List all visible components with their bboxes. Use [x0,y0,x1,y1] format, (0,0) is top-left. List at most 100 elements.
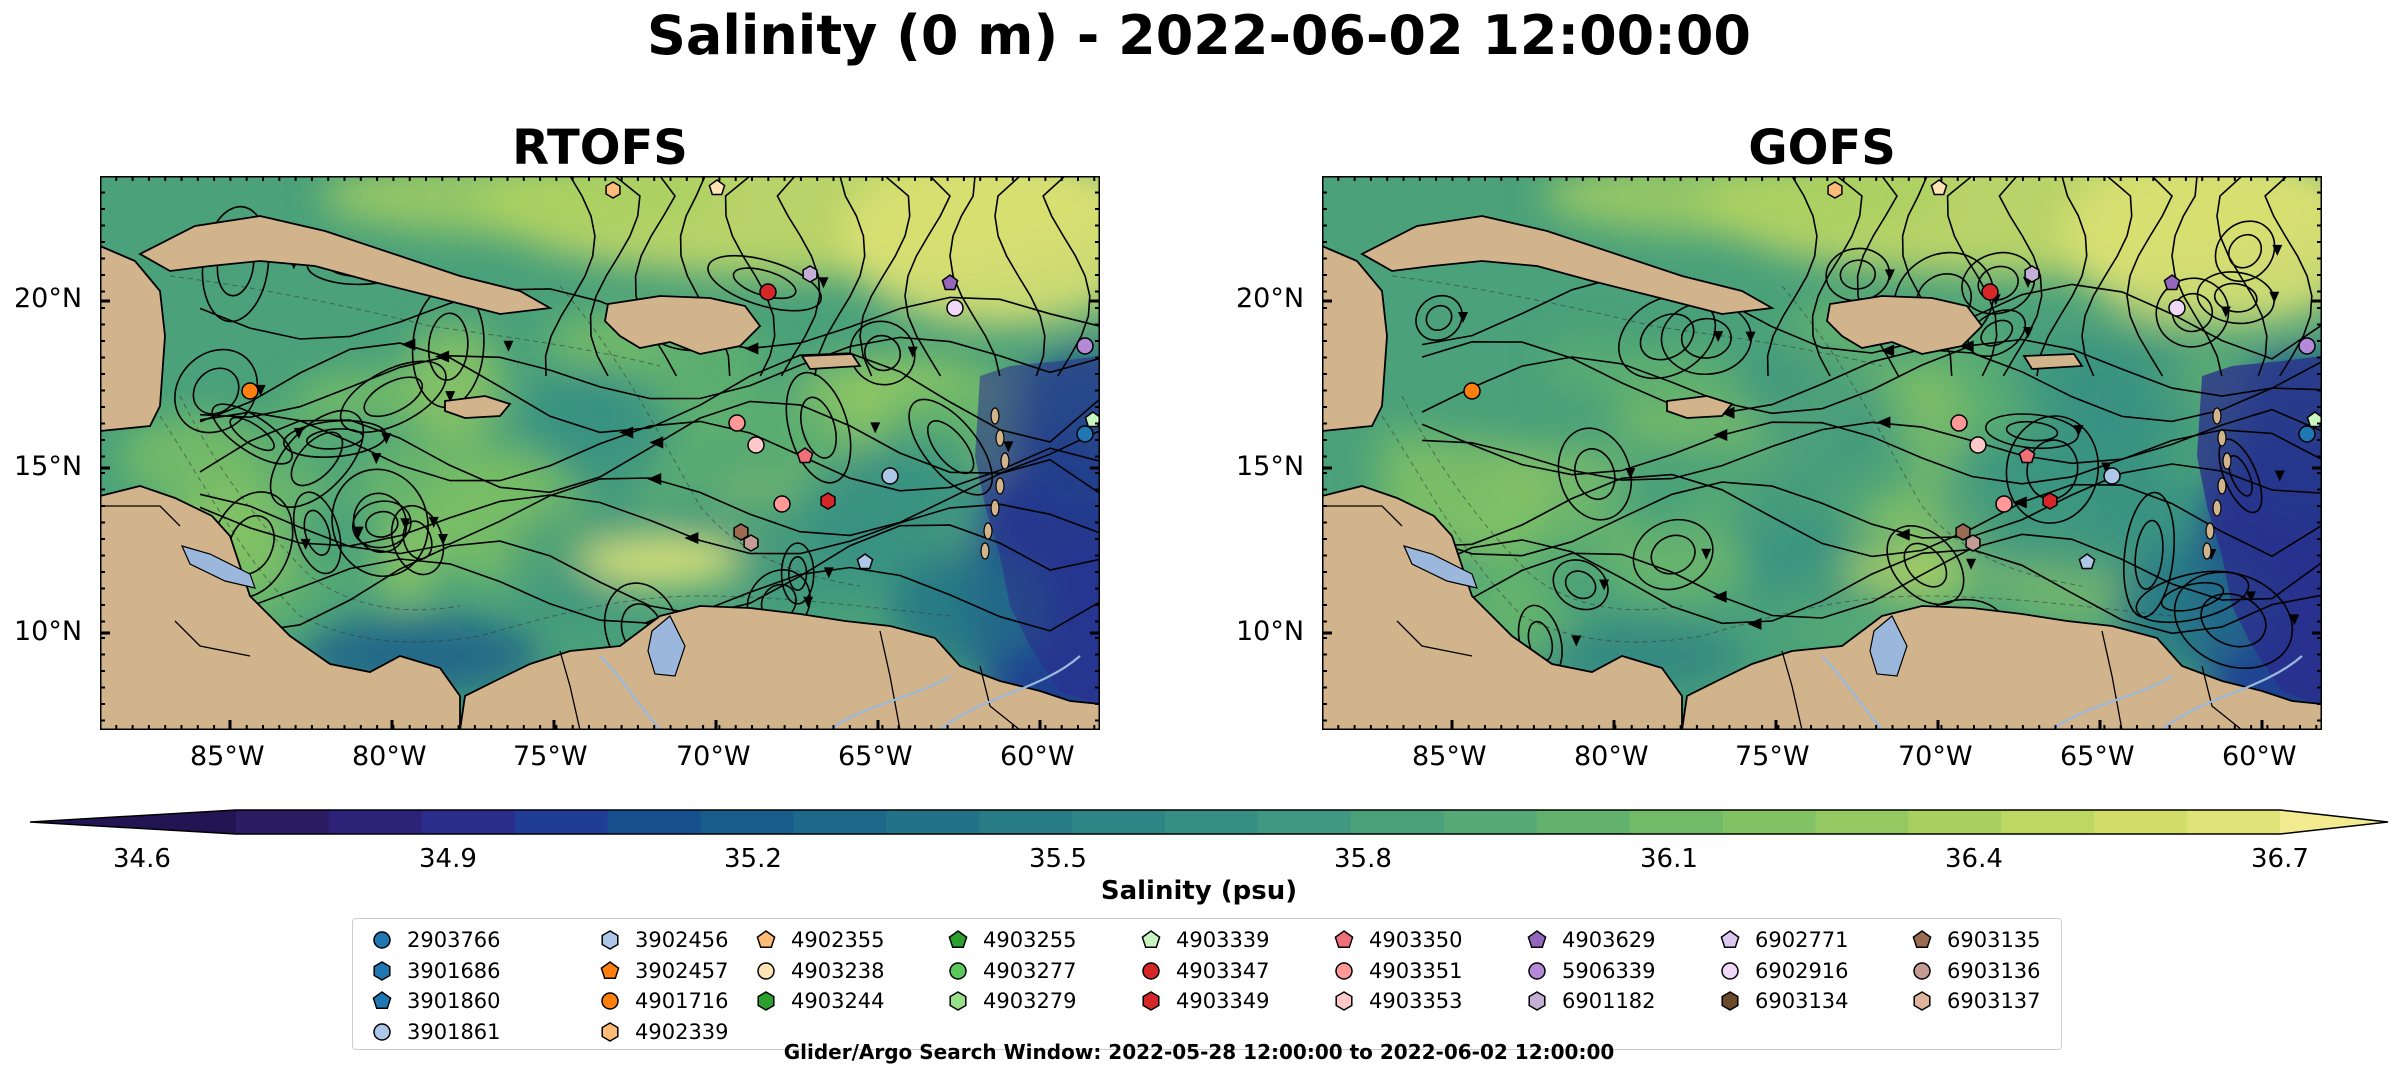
legend-item: 3902457 [599,956,729,987]
hexagon-marker-icon [601,1021,619,1042]
float-marker [2042,492,2058,510]
hexagon-marker-icon [757,991,775,1012]
float-marker [856,553,874,570]
colorbar-segment [1072,810,1166,834]
colorbar-segment [1629,810,1724,834]
panel-title-gofs: GOFS [1748,120,1896,176]
legend-item: 4903351 [1333,956,1463,987]
legend-column: 4902355 4903238 4903244 [755,925,885,1017]
lesser-antilles [980,407,1010,560]
country-borders [1322,505,2243,730]
pentagon-marker-icon [948,930,968,949]
hexagon-marker-icon [601,930,619,951]
hexagon-marker-icon [1721,991,1739,1012]
pentagon-marker-icon [1527,930,1547,949]
float-marker [2024,265,2040,283]
legend-item-label: 4903238 [791,958,885,983]
legend-item-label: 4903349 [1176,989,1270,1014]
pentagon-marker-icon [372,991,392,1010]
country-borders [100,505,1021,730]
float-marker [708,179,726,196]
depth-contours [159,275,951,643]
lesser-antilles [2202,407,2232,560]
float-marker [1463,382,1481,400]
float-marker [743,534,759,552]
legend-item: 4903279 [947,986,1077,1017]
land-yucatan [1322,245,1388,432]
search-window-caption: Glider/Argo Search Window: 2022-05-28 12… [783,1040,1615,1064]
float-marker [802,265,818,283]
colorbar-segment [700,810,795,834]
float-marker [1076,337,1094,355]
colorbar-segment [1815,810,1909,834]
legend-item-label: 4903255 [983,928,1077,953]
colorbar-segment [514,810,609,834]
land-cuba [138,215,553,315]
lat-tick-label: 20°N [14,283,83,314]
frame-ticks [1322,176,2322,730]
legend-item: 6901182 [1526,986,1656,1017]
lon-tick-label: 70°W [1898,741,1973,772]
circle-marker-icon [601,992,619,1010]
legend-item-label: 2903766 [407,928,501,953]
colorbar-tick-label: 35.8 [1334,844,1392,874]
lake [1402,545,1478,589]
legend-item-label: 4903347 [1176,958,1270,983]
circle-marker-icon [1528,962,1546,980]
legend-item: 6903135 [1911,925,2041,956]
float-marker [1930,179,1948,196]
legend-item-label: 4903277 [983,958,1077,983]
lon-tick-label: 65°W [838,741,913,772]
legend-item: 3901686 [371,956,501,987]
float-marker [1950,414,1968,432]
hexagon-marker-icon [949,991,967,1012]
depth-contours [1381,275,2173,643]
pentagon-marker-icon [1720,930,1740,949]
hexagon-marker-icon [1335,991,1353,1012]
colorbar-under-extension [30,810,236,834]
legend-item: 3901860 [371,986,501,1017]
legend-column: 3902456 3902457 4901716 4902339 [599,925,729,1047]
legend-column: 6903135 6903136 6903137 [1911,925,2041,1017]
land-central [1322,485,1683,730]
land-hispaniola [604,295,762,355]
colorbar-segment [1722,810,1817,834]
legend-item-label: 3902456 [635,928,729,953]
land-jamaica [444,395,512,419]
lake [647,615,686,677]
float-marker [820,492,836,510]
legend-column: 4903629 5906339 6901182 [1526,925,1656,1017]
legend-column: 6902771 6902916 6903134 [1719,925,1849,1017]
legend-item-label: 4903353 [1369,989,1463,1014]
legend-item-label: 4902339 [635,1019,729,1044]
legend-item: 5906339 [1526,956,1656,987]
legend-item: 4903347 [1140,956,1270,987]
legend-item-label: 3901860 [407,989,501,1014]
circle-marker-icon [1335,962,1353,980]
legend-item: 6902916 [1719,956,1849,987]
float-marker [796,447,814,464]
float-markers [1463,179,2322,570]
colorbar-tick-label: 36.1 [1640,844,1698,874]
colorbar-segment [236,810,330,834]
float-marker [2168,299,2186,317]
legend-item: 6903137 [1911,986,2041,1017]
legend-item: 4902339 [599,1017,729,1048]
land-jamaica [1666,395,1734,419]
float-markers [241,179,1100,570]
land-cuba [1360,215,1775,315]
circle-marker-icon [373,1023,391,1041]
circle-marker-icon [1913,962,1931,980]
colorbar-tick-label: 34.9 [419,844,477,874]
colorbar-segment [2094,810,2188,834]
lat-tick-label: 10°N [14,616,83,647]
legend-item: 6903134 [1719,986,1849,1017]
circle-marker-icon [1142,962,1160,980]
float-marker [2078,553,2096,570]
legend-item-label: 4903350 [1369,928,1463,953]
float-marker [773,495,791,513]
float-marker [1827,181,1843,199]
float-marker [2163,274,2181,291]
legend-item: 2903766 [371,925,501,956]
colorbar [30,809,2389,835]
